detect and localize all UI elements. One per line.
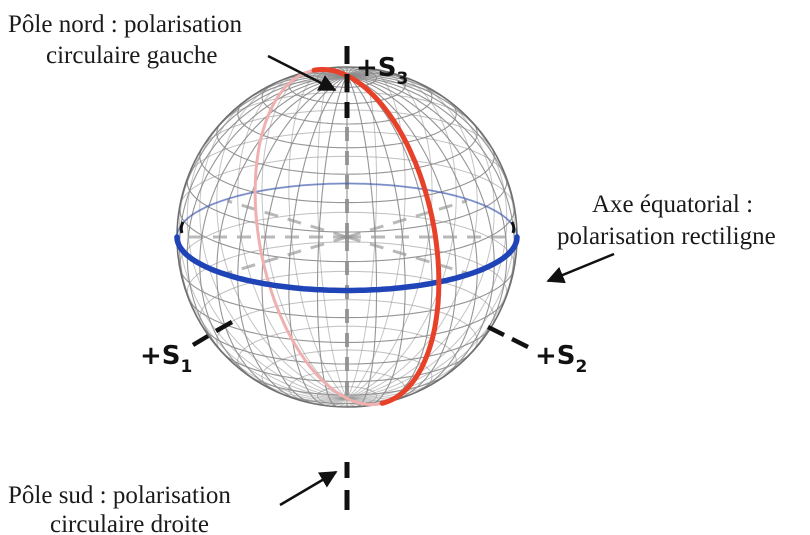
sphere-longitude-back [199,88,348,399]
sphere-latitude [186,175,508,233]
sphere-longitude [346,75,508,365]
meridian-back-arc [253,69,381,406]
north-pole-label-line1: Pôle nord : polarisation [8,11,242,38]
equator-circle [174,234,520,294]
sphere-longitude [179,75,348,319]
sphere-longitude [346,75,478,396]
north-pole-arrow [267,54,337,92]
sphere-longitude-back [346,155,515,399]
s1-axis-label: +S1 [140,341,192,377]
sphere-longitude-back [179,155,348,399]
sphere-latitude [237,99,457,149]
inner-axis-dash [346,235,468,275]
equator-label-line1: Axe équatorial : [592,191,753,218]
sphere-longitude-back [288,67,348,399]
sphere-longitude [346,75,515,319]
equator-label-line2: polarisation rectiligne [557,223,776,250]
sphere-longitude [216,75,348,396]
sphere-longitude [346,75,495,386]
sphere-longitude-back [346,78,478,399]
sphere-longitude-back [237,72,348,399]
sphere-longitude [316,75,348,407]
inner-axis-dash [346,199,468,239]
equator-back-arc [176,182,518,238]
sphere-latitude [199,148,495,204]
sphere-longitude-back [346,72,457,399]
sphere-longitude-back [346,67,377,399]
sphere-longitude [186,75,348,365]
sphere-longitude-back [317,67,348,399]
sphere-longitude [346,75,433,405]
inner-axis-dash [226,199,348,239]
sphere-longitude [261,75,348,405]
inner-axis-dash [226,235,348,275]
sphere-longitude-back [346,88,495,399]
meridian-circle [311,67,442,406]
sphere-latitude-back [237,325,457,375]
sphere-latitude-back [261,349,433,393]
s2-axis-outer [486,324,530,350]
south-pole-label-line1: Pôle sud : polarisation [8,482,231,509]
sphere-latitude [216,121,478,175]
s2-axis-label: +S2 [535,341,587,377]
sphere-latitude [261,81,433,125]
sphere-longitude-back [186,109,348,399]
south-pole-arrow [279,470,338,507]
sphere-longitude [199,75,348,386]
s3-axis-label: +S3 [356,53,408,89]
sphere-longitude-back [216,78,348,399]
sphere-latitude-back [177,182,517,238]
sphere-longitude-back [261,69,348,399]
north-pole-label-line2: circulaire gauche [46,42,217,69]
equator-tick-left [179,221,185,234]
south-pole-label-line2: circulaire droite [50,511,209,535]
equator-arrow [546,252,615,284]
sphere-longitude-back [346,67,406,399]
sphere-longitude [346,75,378,407]
sphere-longitude-back [346,109,508,399]
equator-tick-right [510,221,516,234]
s1-axis-outer [191,320,234,347]
sphere-latitude-back [199,270,495,326]
